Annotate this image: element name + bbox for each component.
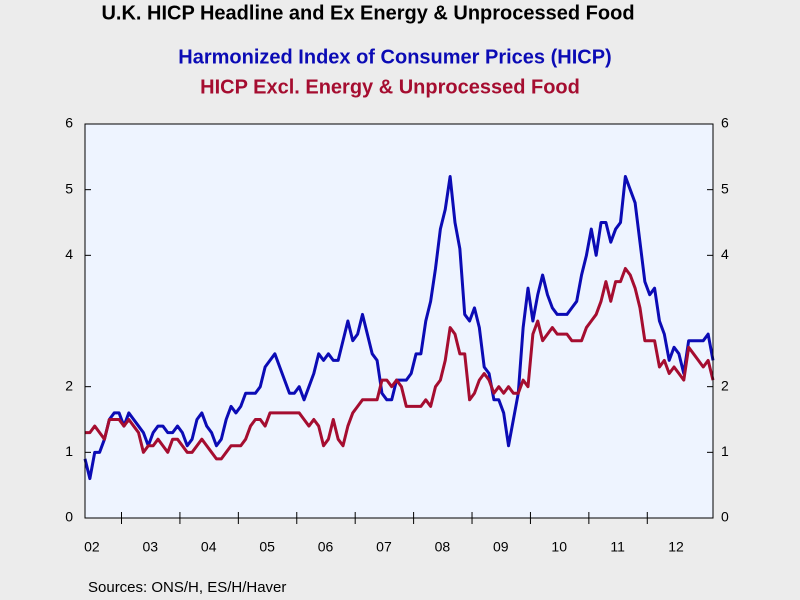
series-line <box>83 175 715 481</box>
x-tick-label: 08 <box>435 539 451 555</box>
x-tick-label: 09 <box>493 539 509 555</box>
legend-entry: HICP Excl. Energy & Unprocessed Food <box>200 76 580 98</box>
y-tick-label: 6 <box>65 115 73 131</box>
y2-tick-label: 1 <box>721 443 729 459</box>
x-tick-label: 04 <box>201 539 217 555</box>
y2-tick-label: 0 <box>721 509 729 525</box>
x-tick-label: 06 <box>318 539 334 555</box>
plot-frame <box>84 123 714 519</box>
x-tick-label: 12 <box>668 539 684 555</box>
chart-title: U.K. HICP Headline and Ex Energy & Unpro… <box>101 2 634 24</box>
x-tick-label: 11 <box>610 539 625 555</box>
legend-entry: Harmonized Index of Consumer Prices (HIC… <box>178 46 611 68</box>
y2-tick-label: 2 <box>721 377 729 393</box>
x-tick-label: 07 <box>376 539 392 555</box>
x-tick-label: 10 <box>551 539 567 555</box>
y2-tick-label: 4 <box>721 246 729 262</box>
y2-tick-label: 6 <box>721 115 729 131</box>
series-line <box>85 266 715 461</box>
source-note: Sources: ONS/H, ES/H/Haver <box>88 579 286 596</box>
x-tick-label: 03 <box>142 539 158 555</box>
y2-tick-label: 5 <box>721 180 729 196</box>
y-tick-label: 1 <box>65 443 73 459</box>
x-tick-label: 02 <box>84 539 100 555</box>
y-tick-label: 0 <box>65 509 73 525</box>
y-tick-label: 2 <box>65 377 73 393</box>
plot-area <box>85 124 713 518</box>
y-tick-label: 5 <box>65 180 73 196</box>
y-tick-label: 4 <box>65 246 73 262</box>
x-tick-label: 05 <box>259 539 275 555</box>
